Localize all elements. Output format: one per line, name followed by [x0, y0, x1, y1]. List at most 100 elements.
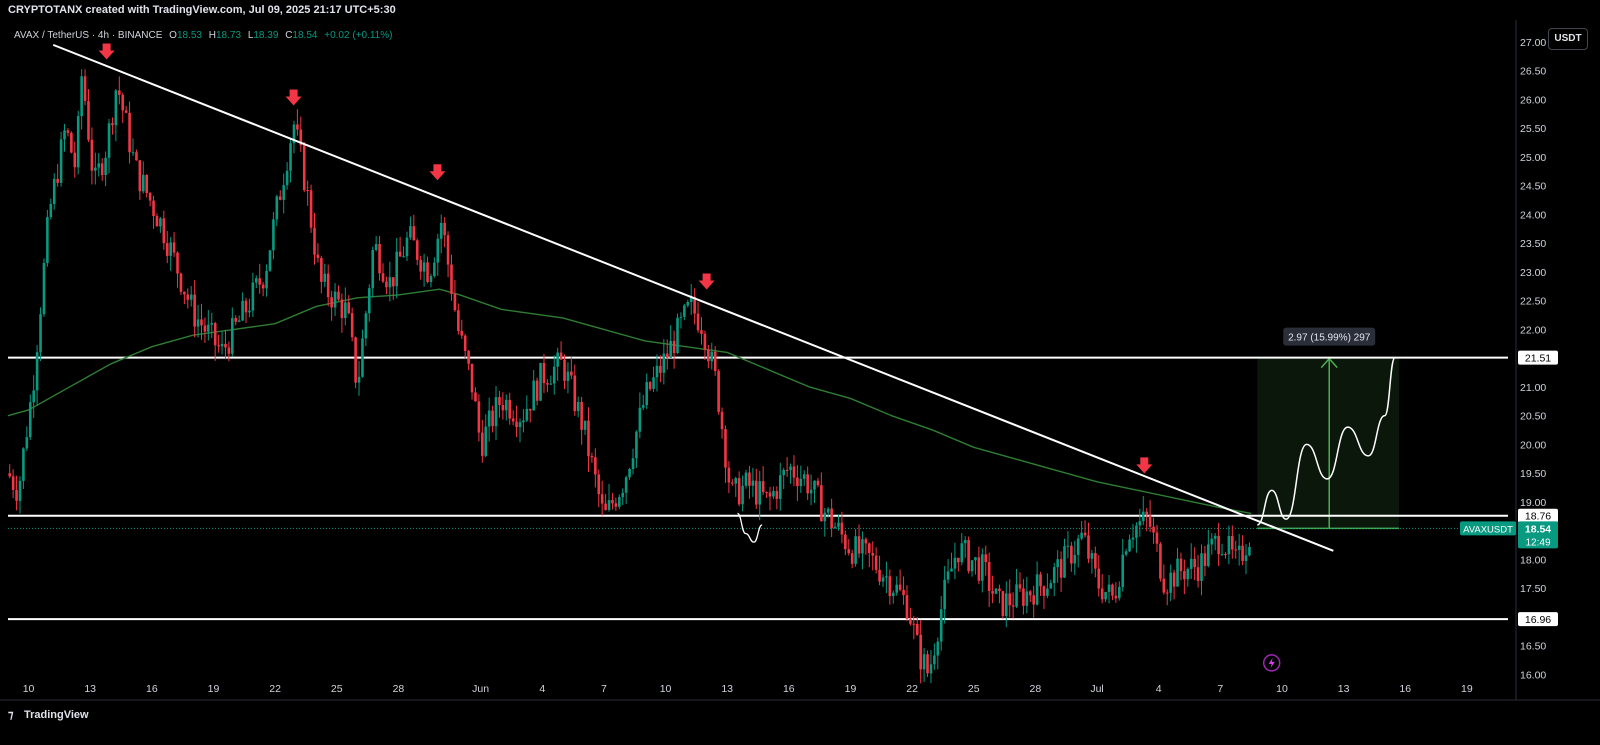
candle-body	[669, 340, 672, 358]
level-price-tag	[1518, 508, 1558, 523]
candle-body	[1070, 545, 1073, 564]
candle-body	[802, 474, 806, 479]
candle-body	[707, 349, 710, 362]
candle-body	[398, 251, 402, 257]
x-tick-label: 28	[1030, 683, 1042, 695]
candle-body	[501, 404, 505, 411]
candle-body	[121, 94, 125, 111]
candle-body	[618, 497, 621, 507]
symbol-label: AVAX / TetherUS · 4h · BINANCE	[14, 30, 163, 41]
candle-body	[183, 291, 186, 295]
candle-body	[765, 492, 768, 494]
candle-body	[138, 160, 142, 192]
candle-body	[659, 365, 662, 373]
candle-body	[176, 252, 179, 274]
price-chart[interactable]: 16.0016.5017.0017.5018.0018.5019.0019.50…	[0, 20, 1600, 745]
candle-body	[778, 475, 782, 499]
bar-countdown-label: 12:49	[1525, 537, 1550, 548]
candle-body	[1083, 532, 1087, 536]
candle-body	[758, 481, 762, 505]
candle-body	[532, 380, 535, 411]
chart-frame[interactable]: 16.0016.5017.0017.5018.0018.5019.0019.50…	[0, 20, 1600, 745]
level-price-label: 21.51	[1525, 353, 1551, 365]
candle-body	[59, 139, 63, 183]
candle-body	[354, 337, 357, 383]
candle-body	[261, 284, 265, 289]
candle-body	[344, 302, 347, 319]
candle-body	[237, 320, 241, 322]
candle-body	[90, 139, 94, 171]
candle-body	[165, 243, 169, 256]
candle-body	[385, 281, 388, 288]
candle-body	[306, 190, 309, 192]
level-price-tag	[1518, 612, 1558, 627]
candle-body	[220, 343, 224, 347]
candle-body	[1213, 535, 1217, 539]
candle-body	[1183, 571, 1186, 580]
candle-body	[1001, 591, 1005, 616]
candle-body	[957, 557, 960, 563]
candle-body	[861, 539, 864, 554]
candle-body	[340, 299, 344, 319]
candle-body	[1028, 591, 1032, 596]
candle-body	[1022, 588, 1025, 606]
candle-body	[984, 554, 988, 563]
candle-body	[470, 363, 474, 393]
candle-body	[689, 296, 693, 302]
candle-body	[258, 278, 262, 285]
candle-body	[686, 301, 690, 306]
candle-body	[744, 472, 748, 486]
candle-body	[316, 254, 320, 258]
candle-body	[552, 366, 556, 384]
candle-body	[395, 251, 398, 287]
candle-body	[1049, 583, 1053, 589]
candle-body	[272, 219, 275, 251]
x-tick-label: 16	[146, 683, 158, 695]
candle-body	[203, 325, 207, 332]
candle-body	[25, 437, 29, 449]
candle-body	[898, 584, 902, 590]
candle-body	[888, 576, 892, 597]
candle-body	[676, 317, 679, 354]
candle-body	[419, 259, 422, 272]
candle-body	[833, 526, 837, 529]
candle-body	[590, 456, 594, 458]
candle-body	[522, 420, 525, 423]
candle-body	[1080, 532, 1083, 539]
y-tick-label: 26.50	[1520, 66, 1546, 78]
candle-body	[556, 352, 559, 367]
x-tick-label: 22	[269, 683, 281, 695]
candle-body	[987, 562, 991, 592]
candle-body	[840, 522, 844, 535]
currency-button[interactable]: USDT	[1548, 28, 1588, 50]
candle-body	[169, 242, 172, 256]
candle-body	[412, 226, 416, 241]
y-tick-label: 24.00	[1520, 209, 1546, 221]
candle-body	[734, 478, 738, 484]
candle-body	[573, 375, 577, 412]
candle-body	[1227, 536, 1231, 555]
candle-body	[241, 300, 244, 321]
low-value: 18.39	[253, 30, 279, 41]
candle-body	[333, 291, 337, 308]
candle-body	[429, 276, 433, 283]
candle-body	[1118, 586, 1121, 599]
candle-body	[320, 257, 323, 282]
candle-body	[737, 478, 741, 505]
candle-body	[381, 273, 385, 282]
candle-body	[1011, 605, 1015, 607]
candle-body	[1059, 559, 1063, 578]
y-tick-label: 23.50	[1520, 238, 1546, 250]
descending-trendline	[52, 43, 1334, 552]
candle-body	[1237, 545, 1241, 550]
candle-body	[926, 654, 929, 674]
candle-body	[1200, 553, 1203, 581]
x-tick-label: 19	[208, 683, 220, 695]
candle-body	[460, 330, 464, 336]
candle-body	[1152, 526, 1155, 533]
candle-body	[487, 410, 491, 427]
candle-body	[196, 319, 200, 327]
candle-body	[1100, 588, 1104, 600]
y-tick-label: 23.00	[1520, 267, 1546, 279]
candle-body	[494, 397, 498, 427]
